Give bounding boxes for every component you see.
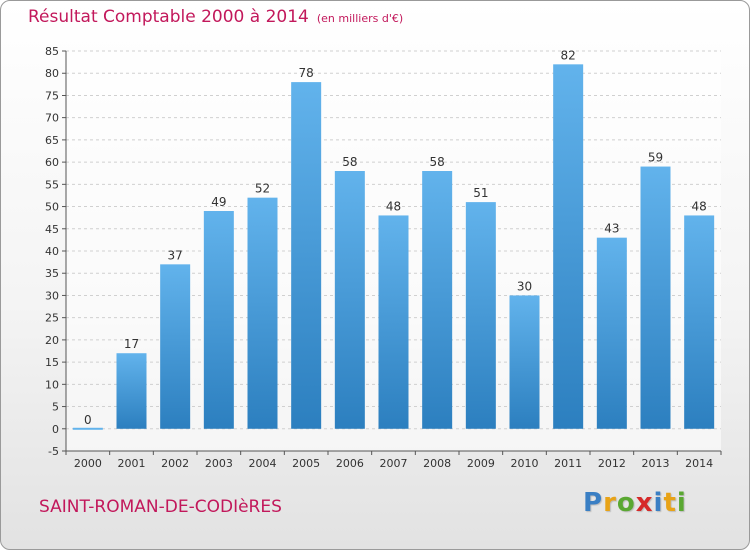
y-tick-label: 20	[45, 334, 59, 347]
bar-2012	[596, 237, 627, 429]
x-tick-label: 2009	[467, 457, 495, 470]
bar-2009	[465, 202, 496, 429]
x-tick-label: 2012	[598, 457, 626, 470]
y-tick-label: -5	[48, 445, 59, 458]
bar-2014	[684, 215, 715, 429]
logo-letter: x	[635, 488, 654, 518]
y-tick-label: 80	[45, 67, 59, 80]
bar-2011	[553, 64, 584, 429]
data-label: 43	[604, 222, 619, 236]
bar-2006	[334, 171, 365, 429]
data-label: 78	[299, 66, 314, 80]
y-tick-label: 10	[45, 378, 59, 391]
y-tick-label: 55	[45, 178, 59, 191]
y-tick-label: 45	[45, 223, 59, 236]
y-tick-label: 15	[45, 356, 59, 369]
x-tick-label: 2002	[161, 457, 189, 470]
logo-letter: t	[663, 488, 677, 518]
logo-letter: i	[676, 488, 687, 518]
logo-letter: P	[583, 488, 604, 518]
data-label: 48	[692, 199, 707, 213]
y-tick-label: 25	[45, 312, 59, 325]
bar-2004	[247, 197, 278, 429]
x-tick-label: 2000	[74, 457, 102, 470]
data-label: 51	[473, 186, 488, 200]
x-tick-label: 2001	[118, 457, 146, 470]
chart-title: Résultat Comptable 2000 à 2014 (en millie…	[28, 7, 403, 27]
y-tick-label: 50	[45, 201, 59, 214]
logo-letter: r	[603, 488, 617, 518]
y-tick-label: 60	[45, 156, 59, 169]
x-tick-label: 2007	[380, 457, 408, 470]
y-tick-label: 0	[52, 423, 59, 436]
x-tick-label: 2013	[642, 457, 670, 470]
chart-title-text: Résultat Comptable 2000 à 2014	[28, 7, 309, 27]
city-name: SAINT-ROMAN-DE-CODIèRES	[39, 497, 282, 517]
x-tick-label: 2008	[423, 457, 451, 470]
bar-2013	[640, 166, 671, 429]
y-tick-label: 75	[45, 89, 59, 102]
logo-letter: i	[653, 488, 664, 518]
x-tick-label: 2005	[292, 457, 320, 470]
data-label: 52	[255, 182, 270, 196]
data-label: 58	[430, 155, 445, 169]
data-label: 59	[648, 151, 663, 165]
x-tick-label: 2010	[511, 457, 539, 470]
data-label: 17	[124, 337, 139, 351]
bar-2002	[160, 264, 191, 429]
y-tick-label: 85	[45, 45, 59, 58]
y-tick-label: 70	[45, 112, 59, 125]
data-label: 48	[386, 199, 401, 213]
data-label: 49	[211, 195, 226, 209]
x-tick-label: 2014	[685, 457, 713, 470]
bar-2003	[203, 211, 234, 429]
y-tick-label: 65	[45, 134, 59, 147]
logo-letter: o	[616, 488, 636, 518]
proxiti-logo[interactable]: Proxiti	[583, 488, 687, 518]
data-label: 82	[561, 48, 576, 62]
x-tick-label: 2011	[554, 457, 582, 470]
data-label: 58	[342, 155, 357, 169]
y-tick-label: 5	[52, 401, 59, 414]
data-label: 30	[517, 279, 532, 293]
y-tick-label: 35	[45, 267, 59, 280]
y-tick-label: 30	[45, 289, 59, 302]
bar-2005	[291, 82, 322, 429]
data-label: 0	[84, 413, 92, 427]
bar-2007	[378, 215, 409, 429]
bar-2000	[72, 427, 103, 430]
y-tick-label: 40	[45, 245, 59, 258]
bar-2008	[422, 171, 453, 429]
x-tick-label: 2006	[336, 457, 364, 470]
x-tick-label: 2004	[249, 457, 277, 470]
bar-2001	[116, 353, 147, 429]
x-tick-label: 2003	[205, 457, 233, 470]
chart-unit: (en milliers d'€)	[316, 12, 404, 25]
bar-2010	[509, 295, 540, 429]
data-label: 37	[168, 248, 183, 262]
